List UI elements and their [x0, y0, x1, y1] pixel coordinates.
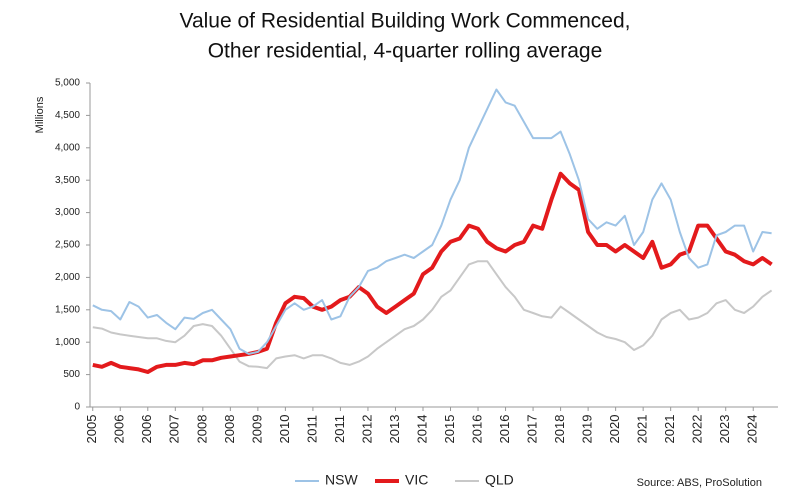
- x-tick-label: 2012: [359, 415, 374, 444]
- y-tick-label: 4,000: [55, 142, 80, 153]
- x-tick-label: 2023: [717, 415, 732, 444]
- series-line: [92, 260, 773, 370]
- x-tick-label: 2015: [442, 415, 457, 444]
- series-line: [92, 171, 773, 374]
- chart-title: Other residential, 4-quarter rolling ave…: [208, 40, 603, 63]
- legend-label: VIC: [405, 472, 428, 488]
- x-tick-label: 2024: [745, 415, 760, 444]
- x-tick-label: 2007: [167, 415, 182, 444]
- x-tick-label: 2006: [112, 415, 127, 444]
- source: Source: ABS, ProSolution: [637, 477, 762, 489]
- y-axis-label: Millions: [34, 96, 46, 133]
- x-tick-label: 2017: [525, 415, 540, 444]
- x-tick-label: 2018: [552, 415, 567, 444]
- x-tick-label: 2021: [635, 415, 650, 444]
- legend-label: QLD: [485, 472, 514, 488]
- x-tick-label: 2021: [662, 415, 677, 444]
- chart-title: Value of Residential Building Work Comme…: [180, 10, 631, 33]
- y-tick-label: 3,500: [55, 175, 80, 186]
- x-tick-label: 2016: [497, 415, 512, 444]
- x-tick-label: 2005: [84, 415, 99, 444]
- y-tick-label: 5,000: [55, 78, 80, 89]
- x-tick-label: 2013: [387, 415, 402, 444]
- x-tick-label: 2010: [277, 415, 292, 444]
- x-tick-label: 2008: [222, 415, 237, 444]
- x-tick-label: 2016: [469, 415, 484, 444]
- y-tick-label: 2,500: [55, 240, 80, 251]
- y-tick-label: 0: [74, 402, 80, 413]
- series-line: [92, 88, 772, 355]
- y-tick-label: 1,000: [55, 337, 80, 348]
- x-tick-label: 2014: [414, 415, 429, 444]
- legend-label: NSW: [325, 472, 358, 488]
- x-tick-label: 2019: [580, 415, 595, 444]
- y-tick-label: 2,000: [55, 272, 80, 283]
- x-tick-label: 2022: [690, 415, 705, 444]
- y-tick-label: 500: [63, 369, 80, 380]
- x-tick-label: 2011: [332, 415, 347, 443]
- x-tick-label: 2011: [304, 415, 319, 443]
- y-tick-label: 3,000: [55, 207, 80, 218]
- x-tick-label: 2020: [607, 415, 622, 444]
- x-tick-label: 2009: [249, 415, 264, 444]
- y-tick-label: 4,500: [55, 110, 80, 121]
- y-tick-label: 1,500: [55, 304, 80, 315]
- x-tick-label: 2006: [139, 415, 154, 444]
- x-tick-label: 2008: [194, 415, 209, 444]
